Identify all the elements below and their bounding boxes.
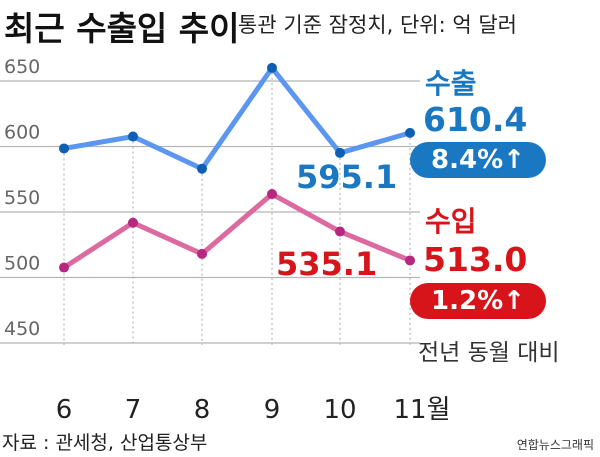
y-tick-label: 500 [4,253,40,275]
data-point-import [335,226,345,237]
data-point-export [267,62,277,73]
series-line-import [62,191,411,270]
x-tick-label: 10 [323,395,356,425]
series-line-export [63,65,411,172]
export-prev-label: 595.1 [296,158,398,196]
export-legend-label: 수출 [425,67,477,100]
import-change-badge: 1.2%↑ [410,283,546,319]
x-tick-label: 8 [194,395,211,425]
data-point-export [405,127,415,138]
export-latest-value: 610.4 [423,100,528,139]
y-tick-label: 650 [4,56,40,78]
data-point-export [59,143,69,154]
data-point-import [197,248,207,259]
change-note: 전년 동월 대비 [418,340,560,366]
import-prev-label: 535.1 [276,245,378,283]
data-point-import [128,217,138,228]
import-legend-label: 수입 [425,205,477,238]
y-tick-label: 450 [4,318,40,340]
data-point-export [128,131,138,142]
credit-text: 연합뉴스그래픽 [516,438,594,452]
y-tick-label: 550 [4,187,40,209]
data-point-import [405,255,415,266]
chart-title: 최근 수출입 추이 [4,9,240,48]
data-point-import [267,189,277,200]
x-tick-label: 6 [56,395,73,425]
data-point-import [59,262,69,273]
x-tick-label: 11월 [393,395,450,425]
chart-subtitle: 통관 기준 잠정치, 단위: 억 달러 [238,13,517,37]
x-tick-label: 9 [264,395,281,425]
y-tick-label: 600 [4,122,40,144]
source-text: 자료 : 관세청, 산업통상부 [2,432,208,454]
export-change-badge: 8.4%↑ [410,142,546,178]
data-point-export [335,147,345,158]
data-point-export [197,163,207,174]
x-tick-label: 7 [125,395,142,425]
import-latest-value: 513.0 [423,240,528,279]
